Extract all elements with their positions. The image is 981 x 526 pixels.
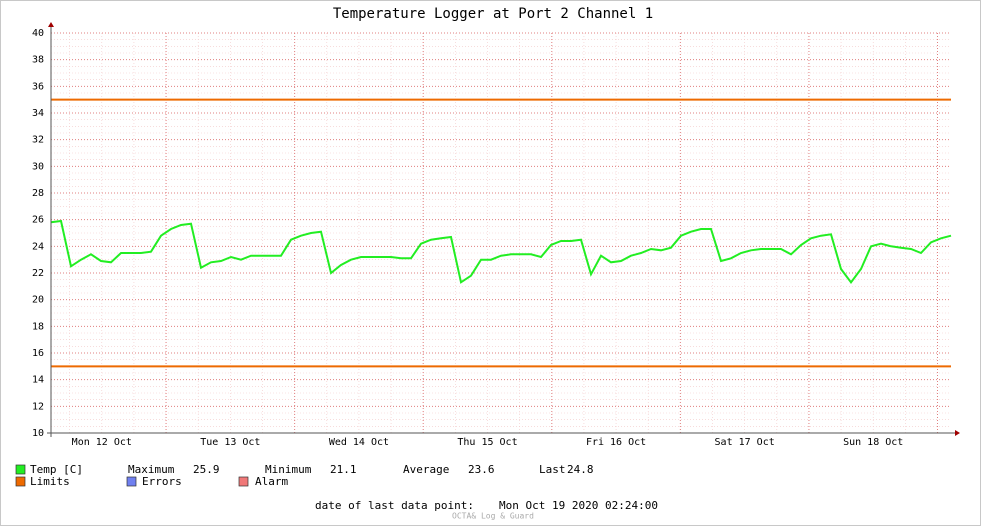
y-tick-label: 36 [32,81,44,92]
y-tick-label: 20 [32,295,44,306]
y-tick-label: 38 [32,55,44,66]
y-tick-label: 10 [32,428,44,439]
legend-label: Limits [30,475,70,488]
x-tick-label: Tue 13 Oct [200,437,260,448]
y-tick-label: 16 [32,348,44,359]
stat-value: 23.6 [468,463,495,476]
stat-value: 24.8 [567,463,594,476]
legend-label: Alarm [255,475,288,488]
x-tick-label: Sun 18 Oct [843,437,903,448]
axis-arrow [48,22,54,27]
x-tick-label: Thu 15 Oct [457,437,517,448]
x-tick-label: Wed 14 Oct [329,437,389,448]
y-tick-label: 14 [32,375,44,386]
y-tick-label: 28 [32,188,44,199]
y-tick-label: 34 [32,108,44,119]
y-tick-label: 26 [32,215,44,226]
axis-arrow [955,430,960,436]
legend-swatch [238,476,249,487]
footer-value: Mon Oct 19 2020 02:24:00 [499,499,658,512]
legend-swatch [126,476,137,487]
stat-label: Average [403,463,449,476]
data-line [50,219,952,284]
y-tick-label: 22 [32,268,44,279]
y-tick-label: 32 [32,135,44,146]
chart-title: Temperature Logger at Port 2 Channel 1 [333,6,653,22]
footer-label: date of last data point: [315,499,474,512]
y-tick-label: 24 [32,241,44,252]
y-tick-label: 18 [32,321,44,332]
stat-label: Last [539,463,566,476]
watermark: OCTA& Log & Guard [452,512,534,521]
x-tick-label: Fri 16 Oct [586,437,646,448]
legend-swatch [15,464,26,475]
y-tick-label: 30 [32,161,44,172]
legend-swatch [15,476,26,487]
legend-label: Errors [142,475,182,488]
legend-label: Temp [C] [30,463,83,476]
stat-value: 25.9 [193,463,220,476]
y-tick-label: 12 [32,401,44,412]
stat-value: 21.1 [330,463,357,476]
y-tick-label: 40 [32,28,44,39]
x-tick-label: Mon 12 Oct [72,437,132,448]
x-tick-label: Sat 17 Oct [715,437,775,448]
stat-label: Minimum [265,463,312,476]
stat-label: Maximum [128,463,175,476]
